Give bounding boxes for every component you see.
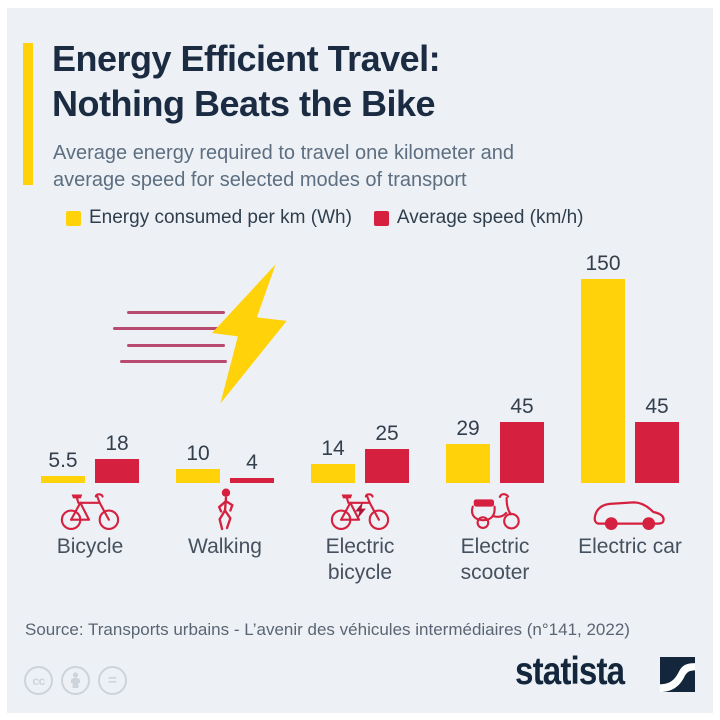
page-subtitle: Average energy required to travel one ki… xyxy=(53,142,515,191)
energy-legend-swatch-icon xyxy=(66,210,81,226)
statista-logo-icon xyxy=(660,657,695,692)
page-title: Energy Efficient Travel: Nothing Beats t… xyxy=(52,36,441,126)
speed-legend-swatch-icon xyxy=(373,210,389,226)
equals-icon: = xyxy=(98,666,127,695)
speed-line xyxy=(127,311,225,314)
title-line-1: Energy Efficient Travel: xyxy=(52,38,441,79)
legend-item-label: Average speed (km/h) xyxy=(396,207,584,228)
speed-line xyxy=(127,344,225,347)
speed-line xyxy=(113,327,242,330)
attribution-person-icon xyxy=(61,666,90,695)
chart-legend: Energy consumed per km (Wh) Average spee… xyxy=(66,207,584,229)
lightning-bolt-icon xyxy=(211,264,287,404)
statista-wordmark: statista xyxy=(515,650,625,693)
cc-icon: cc xyxy=(24,666,53,695)
legend-item-label: Energy consumed per km (Wh) xyxy=(89,207,352,228)
title-accent-bar xyxy=(23,43,33,185)
legend-item-speed: Average speed (km/h) xyxy=(373,207,584,229)
title-line-2: Nothing Beats the Bike xyxy=(52,83,436,124)
legend-item-energy: Energy consumed per km (Wh) xyxy=(66,207,352,229)
speed-line xyxy=(120,360,227,363)
license-icons: cc = xyxy=(24,666,127,695)
source-text: Source: Transports urbains - L’avenir de… xyxy=(25,620,630,639)
